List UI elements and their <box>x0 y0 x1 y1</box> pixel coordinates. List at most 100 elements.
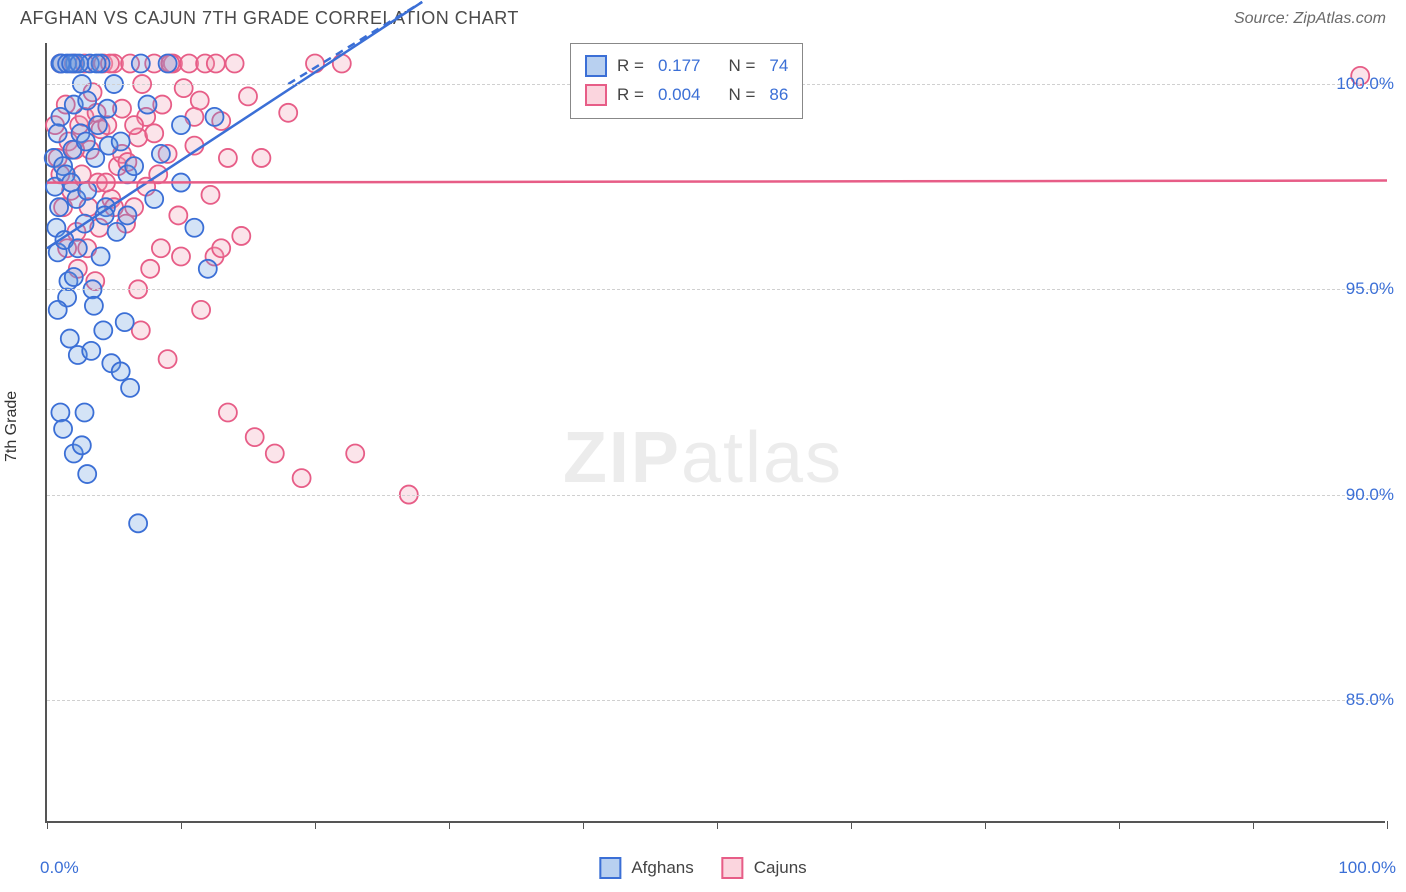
scatter-point <box>219 149 237 167</box>
legend-swatch <box>722 857 744 879</box>
scatter-point <box>293 469 311 487</box>
scatter-point <box>61 330 79 348</box>
scatter-point <box>232 227 250 245</box>
x-tick <box>449 821 450 829</box>
scatter-point <box>112 362 130 380</box>
scatter-point <box>252 149 270 167</box>
scatter-point <box>306 55 324 73</box>
n-value: 74 <box>769 52 788 81</box>
gridline <box>47 289 1385 290</box>
y-axis-label: 7th Grade <box>3 391 21 462</box>
scatter-point <box>132 321 150 339</box>
scatter-point <box>266 445 284 463</box>
scatter-point <box>69 239 87 257</box>
r-label: R = <box>617 52 644 81</box>
scatter-point <box>85 297 103 315</box>
scatter-point <box>54 420 72 438</box>
scatter-point <box>78 465 96 483</box>
scatter-point <box>132 55 150 73</box>
y-tick-label: 100.0% <box>1336 74 1394 94</box>
scatter-point <box>65 268 83 286</box>
x-tick <box>717 821 718 829</box>
r-value: 0.177 <box>658 52 701 81</box>
y-tick-label: 90.0% <box>1346 485 1394 505</box>
legend-row: R = 0.177 N = 74 <box>585 52 788 81</box>
y-tick-label: 95.0% <box>1346 279 1394 299</box>
gridline <box>47 495 1385 496</box>
x-tick <box>1253 821 1254 829</box>
x-tick <box>47 821 48 829</box>
scatter-point <box>89 116 107 134</box>
legend-item: Afghans <box>599 857 693 879</box>
scatter-point <box>152 239 170 257</box>
plot-area <box>45 43 1385 823</box>
scatter-point <box>98 100 116 118</box>
scatter-point <box>49 124 67 142</box>
scatter-point <box>206 108 224 126</box>
x-tick <box>583 821 584 829</box>
x-tick <box>315 821 316 829</box>
chart-title: AFGHAN VS CAJUN 7TH GRADE CORRELATION CH… <box>20 8 519 29</box>
n-value: 86 <box>769 81 788 110</box>
scatter-point <box>94 321 112 339</box>
chart-container: 7th Grade ZIPatlas R =0.177N =74R =0.004… <box>0 33 1406 883</box>
n-label: N = <box>728 52 755 81</box>
scatter-point <box>152 145 170 163</box>
scatter-point <box>346 445 364 463</box>
x-tick <box>1119 821 1120 829</box>
scatter-point <box>191 91 209 109</box>
scatter-point <box>246 428 264 446</box>
scatter-point <box>212 239 230 257</box>
scatter-point <box>108 223 126 241</box>
trendline <box>47 181 1387 183</box>
r-label: R = <box>617 81 644 110</box>
legend-row: R = 0.004 N = 86 <box>585 81 788 110</box>
scatter-point <box>192 301 210 319</box>
scatter-point <box>145 190 163 208</box>
scatter-point <box>116 313 134 331</box>
n-label: N = <box>728 81 755 110</box>
legend-label: Cajuns <box>754 858 807 878</box>
y-tick-label: 85.0% <box>1346 690 1394 710</box>
scatter-point <box>78 182 96 200</box>
scatter-point <box>201 186 219 204</box>
chart-source: Source: ZipAtlas.com <box>1234 10 1386 28</box>
legend-item: Cajuns <box>722 857 807 879</box>
scatter-point <box>121 379 139 397</box>
scatter-point <box>118 206 136 224</box>
scatter-point <box>50 198 68 216</box>
r-value: 0.004 <box>658 81 701 110</box>
scatter-point <box>239 87 257 105</box>
scatter-point <box>226 55 244 73</box>
scatter-point <box>125 157 143 175</box>
scatter-point <box>279 104 297 122</box>
scatter-point <box>92 247 110 265</box>
legend-swatch <box>599 857 621 879</box>
scatter-point <box>169 206 187 224</box>
scatter-point <box>219 403 237 421</box>
scatter-point <box>49 301 67 319</box>
scatter-point <box>77 133 95 151</box>
scatter-point <box>88 55 106 73</box>
scatter-point <box>172 247 190 265</box>
scatter-point <box>129 514 147 532</box>
scatter-point <box>159 55 177 73</box>
scatter-point <box>145 124 163 142</box>
scatter-point <box>78 91 96 109</box>
series-legend: Afghans Cajuns <box>599 857 806 879</box>
scatter-point <box>139 96 157 114</box>
legend-swatch <box>585 84 607 106</box>
x-tick <box>851 821 852 829</box>
scatter-point <box>159 350 177 368</box>
scatter-point <box>62 55 80 73</box>
gridline <box>47 700 1385 701</box>
x-tick <box>1387 821 1388 829</box>
scatter-point <box>125 116 143 134</box>
scatter-point <box>76 403 94 421</box>
legend-label: Afghans <box>631 858 693 878</box>
x-label-right: 100.0% <box>1338 858 1396 878</box>
scatter-point <box>73 436 91 454</box>
scatter-point <box>175 79 193 97</box>
scatter-point <box>172 116 190 134</box>
scatter-point <box>333 55 351 73</box>
